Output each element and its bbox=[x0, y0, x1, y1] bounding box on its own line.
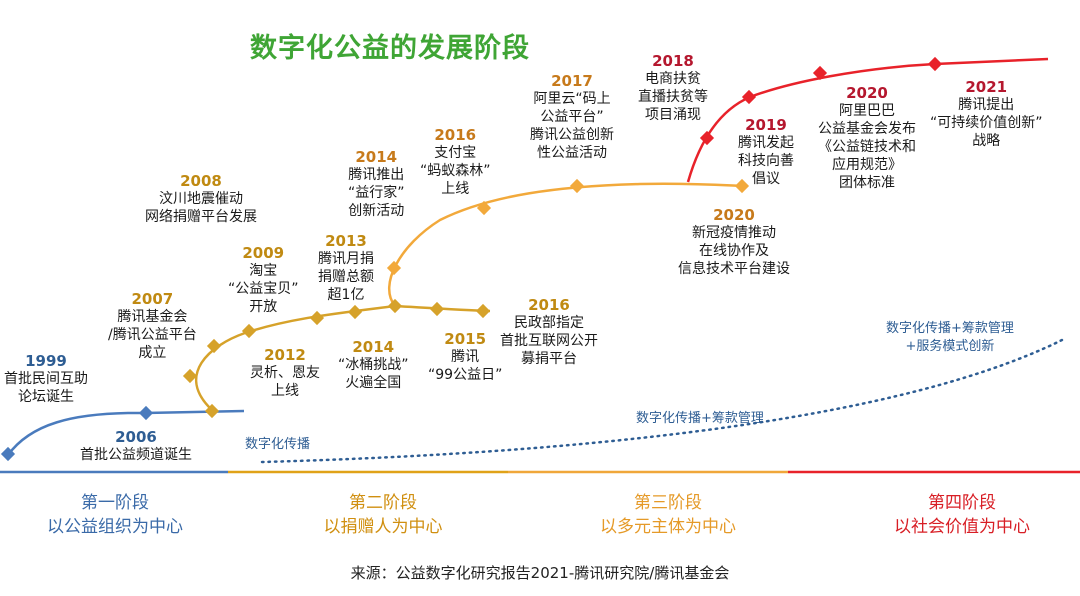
event-year: 2015 bbox=[444, 330, 487, 348]
event-2016-mca: 2016 民政部指定 首批互联网公开 募捐平台 bbox=[500, 296, 598, 368]
stage3-curve bbox=[388, 182, 743, 307]
event-year: 2014 bbox=[352, 338, 395, 356]
stage-name: 第三阶段 bbox=[634, 493, 702, 513]
event-year: 2019 bbox=[745, 116, 787, 134]
marker-2013 bbox=[347, 304, 363, 320]
event-2006: 2006 首批公益频道诞生 bbox=[80, 428, 192, 464]
event-year: 1999 bbox=[25, 352, 67, 370]
marker-2008 bbox=[206, 338, 222, 354]
stage-desc: 以多元主体为中心 bbox=[600, 517, 736, 537]
mode-label-1: 数字化传播 bbox=[245, 437, 311, 452]
marker-1999 bbox=[0, 446, 16, 462]
marker-2016 bbox=[475, 303, 491, 319]
event-text: 首批公益频道诞生 bbox=[80, 447, 192, 463]
event-text: 灵析、恩友 上线 bbox=[250, 365, 320, 399]
event-1999: 1999 首批民间互助 论坛诞生 bbox=[4, 352, 88, 406]
event-year: 2013 bbox=[325, 232, 367, 250]
source-note: 来源：公益数字化研究报告2021-腾讯研究院/腾讯基金会 bbox=[350, 564, 730, 582]
event-2016-alipay: 2016 支付宝 “蚂蚁森林” 上线 bbox=[420, 126, 491, 198]
event-text: 腾讯基金会 /腾讯公益平台 成立 bbox=[108, 309, 197, 361]
event-text: 腾讯提出 “可持续价值创新” 战略 bbox=[930, 97, 1043, 149]
event-year: 2020 bbox=[846, 84, 888, 102]
marker-2009 bbox=[241, 323, 257, 339]
event-year: 2006 bbox=[115, 428, 157, 446]
event-year: 2009 bbox=[242, 244, 285, 262]
marker-2020-covid bbox=[734, 178, 750, 194]
stage1-curve bbox=[6, 409, 245, 456]
event-year: 2007 bbox=[131, 290, 174, 308]
event-text: 阿里云“码上 公益平台” 腾讯公益创新 性公益活动 bbox=[530, 91, 614, 161]
event-year: 2008 bbox=[180, 172, 222, 190]
event-2015: 2015 腾讯 “99公益日” bbox=[428, 330, 502, 384]
event-year: 2021 bbox=[965, 78, 1008, 96]
marker-2017 bbox=[569, 178, 585, 194]
marker-2014 bbox=[387, 298, 403, 314]
diagram-title: 数字化公益的发展阶段 bbox=[250, 33, 530, 64]
stage-name: 第四阶段 bbox=[928, 493, 996, 513]
mode-label-3: 数字化传播+筹款管理 +服务模式创新 bbox=[886, 321, 1014, 354]
mode-label-2: 数字化传播+筹款管理 bbox=[636, 411, 764, 426]
event-text: “冰桶挑战” 火遍全国 bbox=[338, 357, 409, 391]
marker-2018 bbox=[699, 130, 715, 146]
stage-1: 第一阶段 以公益组织为中心 bbox=[0, 491, 230, 539]
event-2014-tencent: 2014 腾讯推出 “益行家” 创新活动 bbox=[348, 148, 405, 220]
event-2008: 2008 汶川地震催动 网络捐赠平台发展 bbox=[145, 172, 257, 226]
event-2009: 2009 淘宝 “公益宝贝” 开放 bbox=[228, 244, 299, 316]
event-text: 腾讯月捐 捐赠总额 超1亿 bbox=[318, 251, 374, 303]
mode-trend-curve bbox=[260, 338, 1064, 464]
marker-2015 bbox=[429, 301, 445, 317]
event-text: 腾讯推出 “益行家” 创新活动 bbox=[348, 167, 405, 219]
event-2014-icebucket: 2014 “冰桶挑战” 火遍全国 bbox=[338, 338, 409, 392]
stage-desc: 以社会价值为中心 bbox=[894, 517, 1030, 537]
event-text: 汶川地震催动 网络捐赠平台发展 bbox=[145, 191, 257, 225]
event-text: 淘宝 “公益宝贝” 开放 bbox=[228, 263, 299, 315]
event-2020-covid: 2020 新冠疫情推动 在线协作及 信息技术平台建设 bbox=[678, 206, 790, 278]
marker-2019 bbox=[741, 89, 757, 105]
event-year: 2018 bbox=[652, 52, 694, 70]
event-year: 2016 bbox=[528, 296, 570, 314]
event-text: 新冠疫情推动 在线协作及 信息技术平台建设 bbox=[678, 225, 790, 277]
event-2017: 2017 阿里云“码上 公益平台” 腾讯公益创新 性公益活动 bbox=[530, 72, 614, 162]
marker-2016-alipay bbox=[476, 200, 492, 216]
stage-name: 第二阶段 bbox=[349, 493, 417, 513]
event-text: 民政部指定 首批互联网公开 募捐平台 bbox=[500, 315, 598, 367]
event-2019: 2019 腾讯发起 科技向善 倡议 bbox=[738, 116, 794, 188]
stage-desc: 以公益组织为中心 bbox=[47, 517, 183, 537]
stage-name: 第一阶段 bbox=[81, 493, 149, 513]
event-text: 腾讯发起 科技向善 倡议 bbox=[738, 135, 794, 187]
event-text: 支付宝 “蚂蚁森林” 上线 bbox=[420, 145, 491, 197]
stage-4: 第四阶段 以社会价值为中心 bbox=[847, 491, 1077, 539]
event-year: 2012 bbox=[264, 346, 306, 364]
event-2012: 2012 灵析、恩友 上线 bbox=[250, 346, 320, 400]
event-2007: 2007 腾讯基金会 /腾讯公益平台 成立 bbox=[108, 290, 197, 362]
stage-2: 第二阶段 以捐赠人为中心 bbox=[268, 491, 498, 539]
marker-stage2-start bbox=[204, 403, 220, 419]
marker-2021 bbox=[927, 56, 943, 72]
event-year: 2017 bbox=[551, 72, 593, 90]
stage-desc: 以捐赠人为中心 bbox=[323, 517, 443, 537]
event-year: 2020 bbox=[713, 206, 755, 224]
stage-3: 第三阶段 以多元主体为中心 bbox=[553, 491, 783, 539]
event-2018: 2018 电商扶贫 直播扶贫等 项目涌现 bbox=[638, 52, 708, 124]
marker-2012 bbox=[309, 310, 325, 326]
event-2020-alibaba: 2020 阿里巴巴 公益基金会发布 《公益链技术和 应用规范》 团体标准 bbox=[818, 84, 916, 192]
event-year: 2014 bbox=[355, 148, 398, 166]
marker-stage3-start bbox=[386, 260, 402, 276]
stage4-curve bbox=[686, 57, 1049, 183]
event-text: 电商扶贫 直播扶贫等 项目涌现 bbox=[638, 71, 708, 123]
event-text: 腾讯 “99公益日” bbox=[428, 349, 503, 383]
event-2021: 2021 腾讯提出 “可持续价值创新” 战略 bbox=[930, 78, 1043, 150]
marker-2007 bbox=[182, 368, 198, 384]
event-text: 首批民间互助 论坛诞生 bbox=[4, 371, 88, 405]
event-text: 阿里巴巴 公益基金会发布 《公益链技术和 应用规范》 团体标准 bbox=[818, 103, 916, 191]
event-year: 2016 bbox=[434, 126, 477, 144]
marker-2006 bbox=[138, 405, 154, 421]
marker-2020-alibaba bbox=[812, 65, 828, 81]
event-2013: 2013 腾讯月捐 捐赠总额 超1亿 bbox=[318, 232, 374, 304]
